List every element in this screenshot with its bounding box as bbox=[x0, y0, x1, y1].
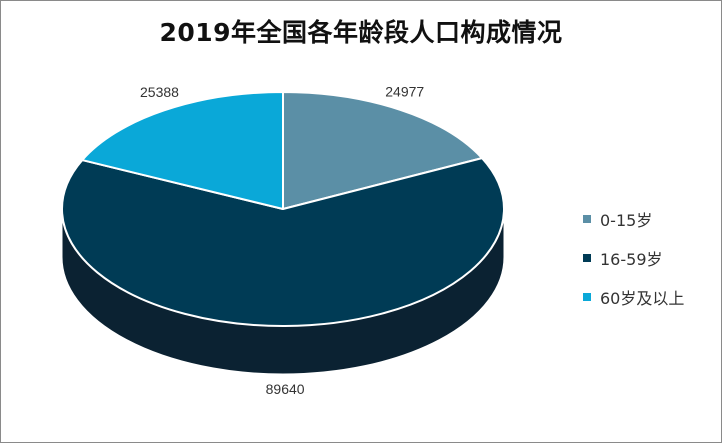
legend-swatch-1 bbox=[583, 253, 591, 262]
legend-item-0: 0-15岁 bbox=[583, 199, 684, 238]
legend-label-1: 16-59岁 bbox=[600, 249, 663, 269]
legend-label-2: 60岁及以上 bbox=[600, 288, 685, 308]
chart-title: 2019年全国各年龄段人口构成情况 bbox=[159, 18, 563, 47]
legend-label-0: 0-15岁 bbox=[600, 210, 653, 230]
data-labels: 24977 89640 25388 bbox=[140, 83, 424, 397]
pie-slice-1 bbox=[61, 157, 505, 327]
pie-slice-2 bbox=[81, 91, 284, 210]
data-label-1: 89640 bbox=[266, 381, 305, 397]
data-label-0: 24977 bbox=[385, 83, 424, 99]
pie-slice-0 bbox=[282, 91, 484, 210]
legend-swatch-0 bbox=[583, 214, 591, 223]
legend-item-1: 16-59岁 bbox=[583, 238, 684, 277]
legend-swatch-2 bbox=[583, 292, 591, 301]
data-label-2: 25388 bbox=[140, 84, 179, 100]
pie-slices bbox=[61, 91, 505, 327]
legend-item-2: 60岁及以上 bbox=[583, 277, 684, 316]
chart-legend: 0-15岁 16-59岁 60岁及以上 bbox=[583, 199, 684, 316]
